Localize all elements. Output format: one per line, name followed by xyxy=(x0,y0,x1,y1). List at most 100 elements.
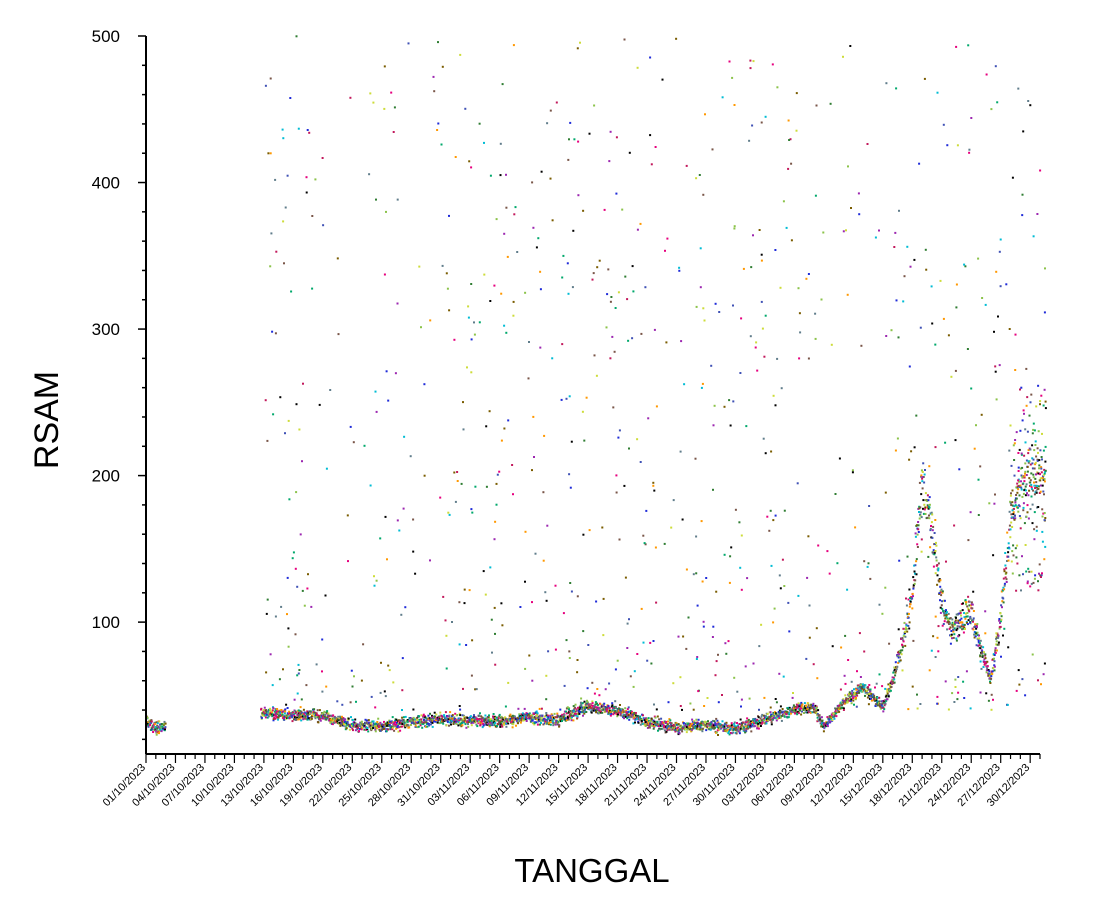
data-point xyxy=(757,716,760,719)
data-point xyxy=(802,706,805,709)
data-point xyxy=(347,560,349,563)
data-point xyxy=(389,728,392,731)
data-point xyxy=(965,670,968,673)
data-point xyxy=(577,140,580,143)
data-point xyxy=(332,714,335,717)
data-point xyxy=(654,716,657,719)
data-point xyxy=(1010,464,1013,467)
data-point xyxy=(297,712,300,715)
data-point xyxy=(679,676,682,679)
data-point xyxy=(805,657,808,660)
data-point xyxy=(534,552,537,555)
data-point xyxy=(154,727,157,730)
data-point xyxy=(287,627,290,630)
data-point xyxy=(523,719,526,722)
data-point xyxy=(459,714,462,717)
data-point xyxy=(1043,480,1046,483)
data-point xyxy=(1025,515,1028,518)
data-point xyxy=(942,609,945,612)
data-point xyxy=(348,728,351,731)
data-point xyxy=(872,693,875,696)
data-point xyxy=(272,719,275,722)
data-point xyxy=(1015,556,1018,559)
data-point xyxy=(727,728,730,731)
data-point xyxy=(682,727,685,730)
data-point xyxy=(628,151,631,154)
data-point xyxy=(941,590,944,593)
data-point xyxy=(459,708,462,711)
data-point xyxy=(1019,517,1022,520)
data-point xyxy=(531,713,534,716)
data-point xyxy=(576,47,579,50)
data-point xyxy=(639,715,642,718)
data-point xyxy=(775,701,778,704)
data-point xyxy=(478,718,481,721)
data-point xyxy=(439,720,442,722)
data-point xyxy=(914,572,916,575)
data-point xyxy=(692,573,695,576)
data-point xyxy=(453,716,456,719)
data-point xyxy=(627,339,630,342)
data-point xyxy=(861,690,864,693)
data-point xyxy=(842,698,845,701)
data-point xyxy=(565,397,568,400)
data-point xyxy=(647,417,650,420)
data-point xyxy=(462,401,464,404)
data-point xyxy=(374,725,377,728)
data-point xyxy=(1007,542,1010,545)
data-point xyxy=(919,514,922,517)
data-point xyxy=(798,312,801,315)
data-point xyxy=(1014,547,1017,550)
data-point xyxy=(946,628,949,631)
data-point xyxy=(672,723,675,726)
data-point xyxy=(606,293,609,296)
data-point xyxy=(907,598,910,601)
data-point xyxy=(915,560,918,563)
data-point xyxy=(955,306,958,309)
data-point xyxy=(684,728,687,731)
data-point xyxy=(706,726,709,729)
data-point xyxy=(388,723,391,726)
data-point xyxy=(917,507,920,510)
data-point xyxy=(971,619,974,622)
data-point xyxy=(957,635,960,638)
data-point xyxy=(511,717,514,720)
data-point xyxy=(1016,506,1019,509)
data-point xyxy=(1003,627,1006,630)
data-point xyxy=(726,724,728,727)
data-point xyxy=(962,623,965,626)
data-point xyxy=(955,613,958,616)
data-point xyxy=(512,493,514,496)
data-point xyxy=(360,679,363,682)
data-point xyxy=(741,725,744,728)
data-point xyxy=(404,726,407,729)
data-point xyxy=(685,568,688,571)
data-point xyxy=(740,698,743,701)
data-point xyxy=(1023,489,1026,492)
data-point xyxy=(379,729,382,732)
data-point xyxy=(260,716,263,719)
data-point xyxy=(703,725,706,728)
data-point xyxy=(680,340,683,343)
data-point xyxy=(765,722,768,725)
data-point xyxy=(957,619,960,622)
data-point xyxy=(936,564,939,566)
data-point xyxy=(531,719,534,722)
data-point xyxy=(780,719,783,722)
y-tick-label: 400 xyxy=(92,174,120,193)
data-point xyxy=(449,711,452,714)
data-point xyxy=(271,684,274,687)
data-point xyxy=(563,714,566,716)
data-point xyxy=(761,327,764,330)
data-point xyxy=(588,708,591,711)
data-point xyxy=(460,482,463,485)
data-point xyxy=(455,722,458,725)
data-point xyxy=(690,723,693,726)
data-point xyxy=(1019,388,1021,391)
data-point xyxy=(928,514,930,517)
data-point xyxy=(770,713,773,716)
data-point xyxy=(343,719,345,722)
data-point xyxy=(545,674,548,677)
data-point xyxy=(569,710,572,713)
data-point xyxy=(363,444,366,447)
